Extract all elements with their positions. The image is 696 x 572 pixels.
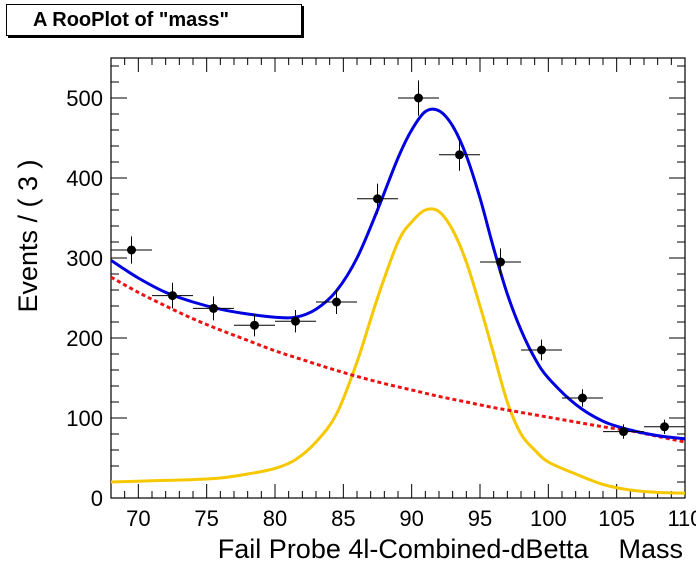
x-tick-label: 95 xyxy=(468,506,492,531)
y-tick-label: 0 xyxy=(91,486,103,511)
y-tick-label: 400 xyxy=(66,166,103,191)
data-point xyxy=(234,314,275,337)
y-tick-label: 100 xyxy=(66,406,103,431)
y-tick-labels: 0 100 200 300 400 500 xyxy=(66,86,103,511)
x-tick-label: 90 xyxy=(399,506,423,531)
chart-title: A RooPlot of "mass" xyxy=(6,4,302,36)
x-tick-label: 100 xyxy=(530,506,567,531)
y-axis-title: Events / ( 3 ) xyxy=(13,159,43,312)
data-marker xyxy=(578,393,587,403)
data-marker xyxy=(414,93,423,103)
x-tick-label: 110 xyxy=(667,506,696,531)
y-tick-label: 200 xyxy=(66,326,103,351)
data-point xyxy=(398,80,439,116)
data-marker xyxy=(373,194,382,204)
data-marker xyxy=(127,245,136,255)
data-marker xyxy=(537,345,546,355)
x-tick-labels: 70 75 80 85 90 95 100 105 110 xyxy=(126,506,696,531)
x-tick-label: 80 xyxy=(263,506,287,531)
data-points xyxy=(111,80,685,439)
axis-ticks xyxy=(110,58,686,499)
data-point xyxy=(111,236,152,264)
data-point xyxy=(316,290,357,314)
data-point xyxy=(357,183,398,214)
data-marker xyxy=(332,297,341,307)
data-point xyxy=(562,389,603,407)
x-tick-label: 105 xyxy=(598,506,635,531)
data-marker xyxy=(496,257,505,267)
data-marker xyxy=(250,320,259,330)
data-marker xyxy=(291,316,300,326)
total-curve xyxy=(110,107,686,441)
y-tick-label: 500 xyxy=(66,86,103,111)
data-point xyxy=(193,296,234,321)
data-marker xyxy=(619,427,628,437)
data-point xyxy=(275,310,316,333)
x-tick-label: 85 xyxy=(331,506,355,531)
fit-curves xyxy=(110,107,686,495)
data-marker xyxy=(660,422,669,432)
x-tick-label: 70 xyxy=(126,506,150,531)
data-point xyxy=(521,339,562,361)
data-point xyxy=(644,419,685,434)
data-marker xyxy=(168,291,177,301)
y-tick-label: 300 xyxy=(66,246,103,271)
signal-curve xyxy=(110,207,686,495)
data-marker xyxy=(455,150,464,160)
plot-frame xyxy=(110,57,686,499)
data-marker xyxy=(209,303,218,313)
data-point xyxy=(439,138,480,171)
data-point xyxy=(603,424,644,439)
data-point xyxy=(152,282,193,309)
background-curve xyxy=(110,275,686,444)
data-point xyxy=(480,248,521,276)
x-tick-label: 75 xyxy=(194,506,218,531)
x-axis-title: Fail Probe 4l-Combined-dBetta Mass xyxy=(218,534,683,564)
